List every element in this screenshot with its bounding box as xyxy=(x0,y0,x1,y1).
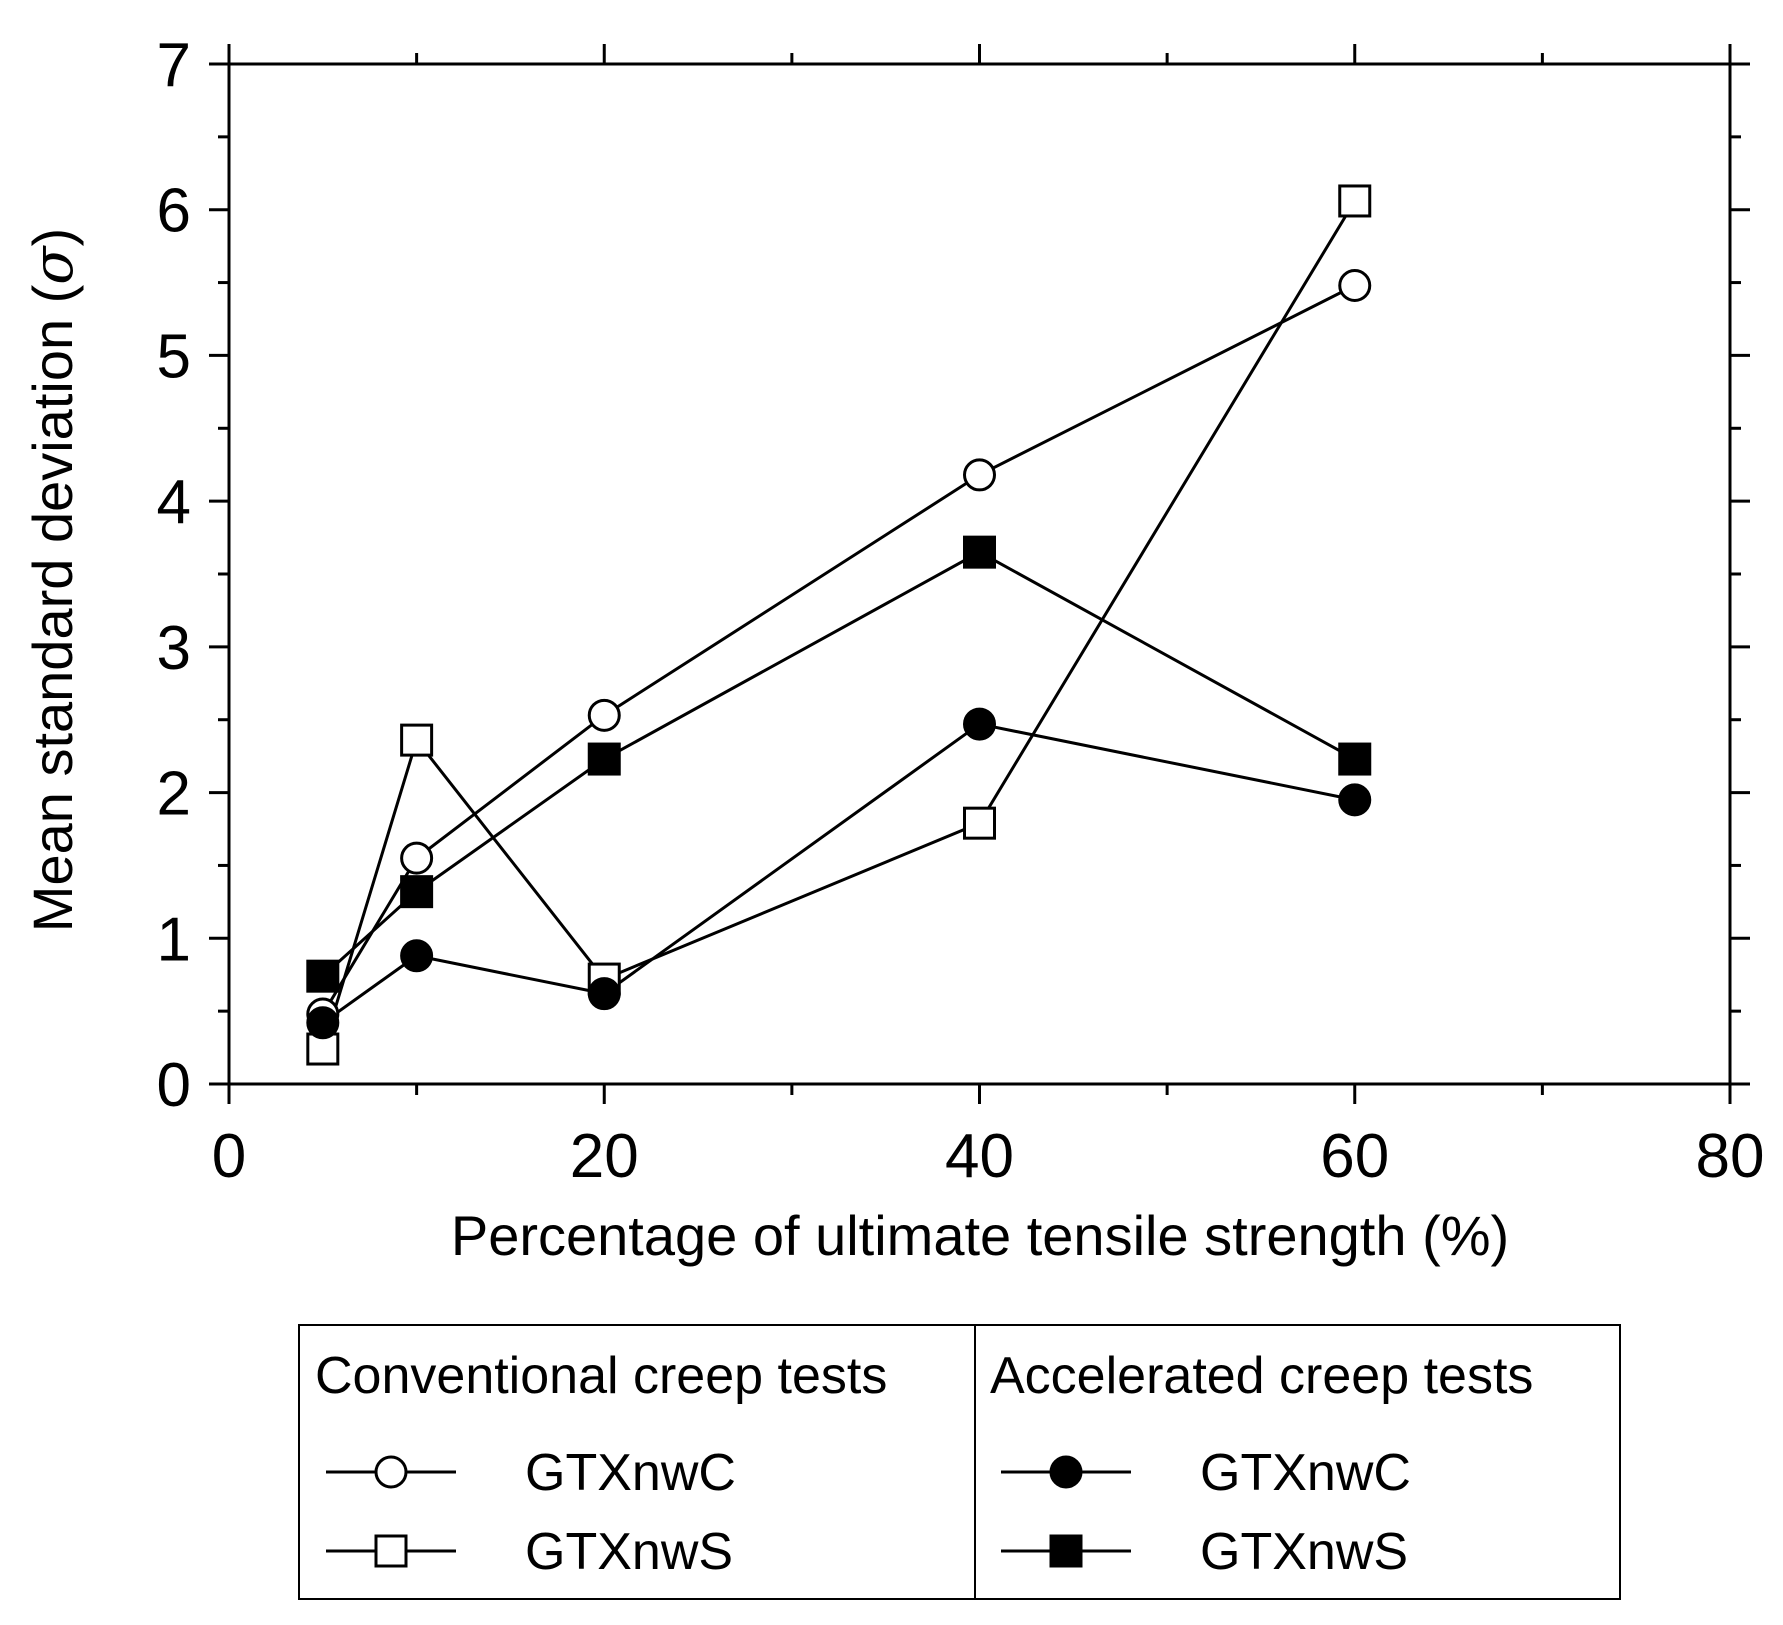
data-point-s2-5 xyxy=(1338,184,1372,218)
data-point-s2-4 xyxy=(963,806,996,840)
legend: Conventional creep tests Accelerated cre… xyxy=(298,1324,1621,1600)
y-tick-label: 6 xyxy=(157,177,191,246)
data-point-s4-2 xyxy=(400,875,434,909)
y-tick-label: 7 xyxy=(157,31,191,100)
x-axis-title: Percentage of ultimate tensile strength … xyxy=(451,1204,1509,1267)
x-tick-label: 60 xyxy=(1320,1122,1389,1191)
legend-label-accelerated-gtxnws: GTXnwS xyxy=(1200,1523,1408,1581)
series-line-3 xyxy=(321,722,1356,1025)
y-axis-title: Mean standard deviation (σ) xyxy=(21,228,86,932)
legend-group-title-conventional: Conventional creep tests xyxy=(315,1347,887,1405)
legend-marker-2-1 xyxy=(1049,1455,1083,1489)
legend-label-accelerated-gtxnwc: GTXnwC xyxy=(1200,1444,1411,1502)
y-axis-title-end: ) xyxy=(21,228,84,247)
y-tick-label: 5 xyxy=(157,322,191,391)
y-axis-title-main: Mean standard deviation ( xyxy=(21,284,84,932)
tick-labels: 0 20 40 60 80 0 1 2 3 4 5 6 7 xyxy=(157,31,1765,1191)
y-tick-label: 4 xyxy=(157,468,191,537)
y-tick-label: 2 xyxy=(157,760,191,829)
x-tick-label: 80 xyxy=(1696,1122,1765,1191)
data-point-s3-3 xyxy=(587,977,621,1011)
data-point-s2-2 xyxy=(400,723,434,757)
y-tick-label: 1 xyxy=(157,905,191,974)
x-tick-label: 0 xyxy=(212,1122,246,1191)
series-lines xyxy=(321,200,1357,1050)
legend-label-conventional-gtxnws: GTXnwS xyxy=(525,1523,733,1581)
y-tick-label: 0 xyxy=(157,1051,191,1120)
y-tick-label: 3 xyxy=(157,614,191,683)
data-point-s1-2 xyxy=(400,841,434,875)
plot-frame xyxy=(227,62,1732,1086)
data-point-s4-4 xyxy=(963,535,996,569)
data-point-s1-4 xyxy=(963,458,996,492)
legend-marker-1-2 xyxy=(374,1534,408,1568)
data-point-s1-5 xyxy=(1338,268,1372,302)
data-point-s3-1 xyxy=(306,1006,340,1040)
plot-area xyxy=(227,62,1732,1086)
series-markers xyxy=(306,184,1372,1066)
data-point-s3-2 xyxy=(400,939,434,973)
data-point-s4-5 xyxy=(1338,742,1372,776)
data-point-s4-3 xyxy=(587,742,621,776)
data-point-s4-1 xyxy=(306,959,340,993)
data-point-s1-3 xyxy=(587,698,621,732)
legend-marker-1-1 xyxy=(374,1455,408,1489)
series-line-1 xyxy=(321,284,1356,1015)
legend-marker-2-2 xyxy=(1049,1534,1083,1568)
legend-label-conventional-gtxnwc: GTXnwC xyxy=(525,1444,736,1502)
x-tick-label: 20 xyxy=(570,1122,639,1191)
legend-box xyxy=(298,1324,1621,1600)
axis-ticks xyxy=(209,44,1750,1104)
data-point-s3-4 xyxy=(963,707,996,741)
y-axis-title-symbol: σ xyxy=(21,245,86,285)
legend-group-title-accelerated: Accelerated creep tests xyxy=(990,1347,1533,1405)
series-line-4 xyxy=(321,550,1356,978)
data-point-s3-5 xyxy=(1338,783,1372,817)
x-tick-label: 40 xyxy=(945,1122,1014,1191)
series-line-2 xyxy=(321,200,1357,1050)
